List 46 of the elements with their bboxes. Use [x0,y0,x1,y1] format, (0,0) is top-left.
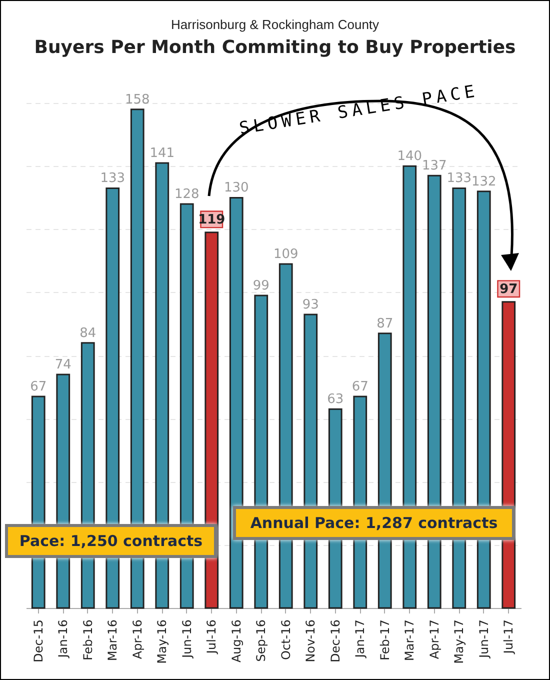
chart-subtitle: Harrisonburg & Rockingham County [170,17,380,32]
bar [229,196,244,609]
x-tick-label: Jun-17 [476,620,491,659]
x-tick-label: Sep-16 [254,620,268,662]
data-label: 63 [327,392,344,408]
x-tick-label: Dec-16 [328,620,342,662]
x-tick-label: Apr-16 [130,620,144,660]
x-tick-label: Jul-17 [502,620,516,655]
data-label: 97 [500,282,518,297]
data-label: 133 [100,171,126,186]
annotation: Pace: 1,250 contracts [5,524,217,558]
data-label: 130 [224,180,249,196]
data-label: 67 [352,380,368,395]
bar [502,301,516,609]
x-tick-label: Jan-16 [56,620,70,659]
data-label: 158 [124,92,150,108]
data-label: 87 [376,316,394,332]
annotation: Annual Pace: 1,287 contracts [233,506,515,540]
chart-title: Buyers Per Month Commiting to Buy Properties [33,37,517,58]
x-tick-label: May-16 [155,620,170,664]
x-tick-label: Feb-17 [378,620,392,660]
x-tick-label: Nov-16 [304,620,318,662]
data-label: 132 [471,174,496,190]
x-tick-label: Dec-15 [31,620,46,662]
x-tick-label: Mar-16 [106,620,120,661]
bar [204,232,219,609]
data-label: 84 [80,326,96,341]
data-label: 133 [446,171,472,186]
data-label: 137 [422,158,447,174]
x-tick-label: Feb-16 [80,620,95,660]
x-tick-label: Jul-16 [204,620,219,655]
x-tick-label: May-17 [452,620,466,664]
x-tick-label: Apr-17 [427,620,442,660]
x-tick-label: Jan-17 [353,620,368,659]
x-tick-label: Jun-16 [180,620,194,659]
data-label: 128 [174,187,200,202]
x-tick-label: Aug-16 [229,620,244,663]
data-label: 109 [273,246,298,262]
x-tick-label: Mar-17 [402,620,417,661]
data-label: 99 [252,278,270,294]
x-tick-label: Oct-16 [278,620,293,660]
data-label: 140 [397,149,422,164]
data-label: 93 [302,297,319,312]
data-label: 67 [30,380,47,395]
data-label: 74 [54,357,72,372]
data-label: 141 [150,146,175,161]
